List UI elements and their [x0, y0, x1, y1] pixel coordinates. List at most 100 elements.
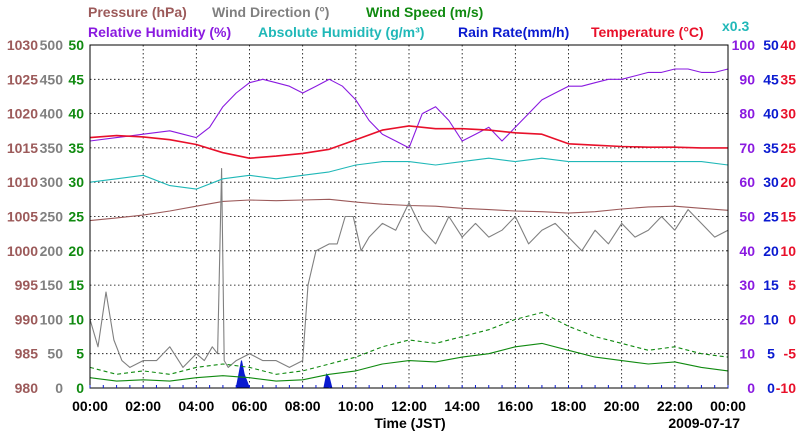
y-tick-label-pressure: 1030 — [7, 37, 38, 53]
y-tick-label-wind-speed: 5 — [76, 346, 84, 362]
y-tick-label-pressure: 1015 — [7, 140, 38, 156]
series-wind-speed-line — [89, 342, 729, 382]
y-tick-label-wind-direction: 150 — [40, 277, 64, 293]
legend-absolute-humidity: Absolute Humidity (g/m³) — [258, 24, 424, 40]
x-tick-label: 20:00 — [604, 398, 640, 414]
y-tick-label-temperature: 20 — [780, 174, 796, 190]
date-label: 2009-07-17 — [668, 415, 740, 431]
x-tick-label: 08:00 — [285, 398, 321, 414]
y-tick-label-wind-direction: 500 — [40, 37, 64, 53]
y-tick-label-wind-speed: 15 — [68, 277, 84, 293]
y-tick-label-rain-rate: 5 — [767, 346, 775, 362]
y-tick-label-rain-rate: 30 — [763, 174, 779, 190]
y-tick-label-relative-humidity: 90 — [739, 71, 755, 87]
y-tick-label-wind-direction: 350 — [40, 140, 64, 156]
series-relative-humidity-line — [89, 68, 729, 149]
x-tick-label: 00:00 — [72, 398, 108, 414]
y-tick-label-pressure: 995 — [15, 277, 39, 293]
y-tick-label-temperature: 15 — [780, 209, 796, 225]
y-tick-label-wind-direction: 0 — [55, 380, 63, 396]
y-tick-label-wind-speed: 40 — [68, 106, 84, 122]
x-tick-label: 22:00 — [657, 398, 693, 414]
y-tick-label-wind-direction: 50 — [47, 346, 63, 362]
y-tick-label-wind-direction: 400 — [40, 106, 64, 122]
y-tick-label-rain-rate: 10 — [763, 311, 779, 327]
y-tick-label-wind-direction: 300 — [40, 174, 64, 190]
y-tick-label-relative-humidity: 70 — [739, 140, 755, 156]
y-tick-label-wind-speed: 0 — [76, 380, 84, 396]
series-pressure-line — [89, 198, 729, 222]
series-temperature-line — [89, 125, 728, 159]
axes: 1030102510201015101010051000995990985980… — [7, 37, 796, 414]
y-tick-label-pressure: 1000 — [7, 243, 38, 259]
y-tick-label-wind-direction: 100 — [40, 311, 64, 327]
y-tick-label-pressure: 1005 — [7, 209, 38, 225]
y-tick-label-relative-humidity: 0 — [747, 380, 755, 396]
y-tick-label-relative-humidity: 40 — [739, 243, 755, 259]
x-axis-label: Time (JST) — [374, 415, 445, 431]
y-tick-label-rain-rate: 45 — [763, 71, 779, 87]
y-tick-label-relative-humidity: 80 — [739, 106, 755, 122]
y-tick-label-temperature: 25 — [780, 140, 796, 156]
y-tick-label-relative-humidity: 10 — [739, 346, 755, 362]
legend-scale-note: x0.3 — [722, 18, 749, 34]
y-tick-label-temperature: 40 — [780, 37, 796, 53]
legend-wind-direction: Wind Direction (°) — [212, 4, 329, 20]
x-tick-label: 02:00 — [125, 398, 161, 414]
y-tick-label-rain-rate: 0 — [767, 380, 775, 396]
y-tick-label-relative-humidity: 60 — [739, 174, 755, 190]
y-tick-label-rain-rate: 15 — [763, 277, 779, 293]
y-tick-label-temperature: 35 — [780, 71, 796, 87]
x-tick-label: 12:00 — [391, 398, 427, 414]
y-tick-label-wind-speed: 45 — [68, 71, 84, 87]
y-tick-label-wind-speed: 35 — [68, 140, 84, 156]
legend-relative-humidity: Relative Humidity (%) — [88, 24, 231, 40]
series-wind-speed-gust-line — [89, 311, 729, 375]
y-tick-label-temperature: -10 — [776, 380, 796, 396]
series-wind-direction-line — [89, 167, 729, 368]
y-tick-label-relative-humidity: 100 — [732, 37, 756, 53]
grid — [90, 45, 728, 388]
y-tick-label-temperature: 0 — [788, 311, 796, 327]
series-absolute-humidity-line — [89, 157, 729, 190]
y-tick-label-wind-direction: 250 — [40, 209, 64, 225]
y-tick-label-pressure: 1010 — [7, 174, 38, 190]
y-tick-label-relative-humidity: 20 — [739, 311, 755, 327]
legend-temperature: Temperature (°C) — [591, 24, 704, 40]
y-tick-label-wind-speed: 25 — [68, 209, 84, 225]
y-tick-label-temperature: -5 — [784, 346, 797, 362]
y-tick-label-pressure: 985 — [15, 346, 39, 362]
y-tick-label-rain-rate: 20 — [763, 243, 779, 259]
y-tick-label-temperature: 5 — [788, 277, 796, 293]
y-tick-label-relative-humidity: 50 — [739, 209, 755, 225]
x-tick-label: 04:00 — [178, 398, 214, 414]
y-tick-label-temperature: 10 — [780, 243, 796, 259]
plot-area — [89, 68, 729, 389]
x-tick-label: 06:00 — [232, 398, 268, 414]
y-tick-label-wind-speed: 20 — [68, 243, 84, 259]
y-tick-label-rain-rate: 25 — [763, 209, 779, 225]
x-tick-label: 00:00 — [710, 398, 746, 414]
y-tick-label-wind-speed: 10 — [68, 311, 84, 327]
y-tick-label-pressure: 1020 — [7, 106, 38, 122]
y-tick-label-relative-humidity: 30 — [739, 277, 755, 293]
y-tick-label-wind-direction: 450 — [40, 71, 64, 87]
y-tick-label-rain-rate: 35 — [763, 140, 779, 156]
legend: Pressure (hPa) Wind Direction (°) Wind S… — [88, 4, 749, 40]
x-tick-label: 18:00 — [551, 398, 587, 414]
y-tick-label-wind-speed: 50 — [68, 37, 84, 53]
y-tick-label-pressure: 1025 — [7, 71, 38, 87]
y-tick-label-pressure: 980 — [15, 380, 39, 396]
y-tick-label-rain-rate: 40 — [763, 106, 779, 122]
y-tick-label-temperature: 30 — [780, 106, 796, 122]
y-tick-label-wind-speed: 30 — [68, 174, 84, 190]
x-tick-label: 14:00 — [444, 398, 480, 414]
y-tick-label-pressure: 990 — [15, 311, 39, 327]
x-tick-label: 16:00 — [497, 398, 533, 414]
x-tick-label: 10:00 — [338, 398, 374, 414]
y-tick-label-rain-rate: 50 — [763, 37, 779, 53]
legend-pressure: Pressure (hPa) — [88, 4, 187, 20]
legend-rain-rate: Rain Rate(mm/h) — [458, 24, 569, 40]
legend-wind-speed: Wind Speed (m/s) — [366, 4, 483, 20]
